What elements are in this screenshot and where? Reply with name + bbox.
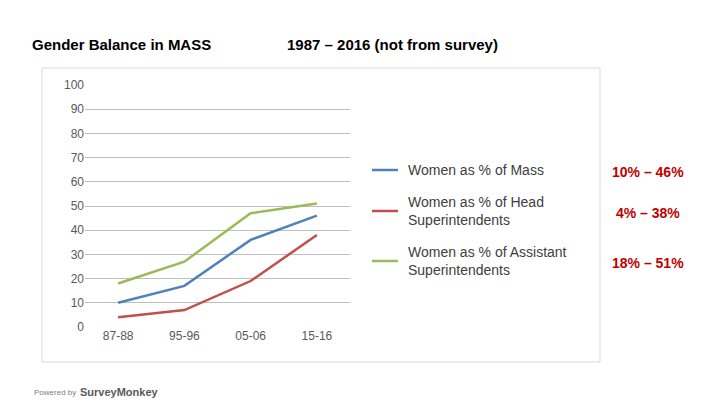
svg-text:95-96: 95-96 — [169, 329, 200, 343]
svg-text:20: 20 — [71, 272, 85, 286]
svg-text:Powered by: Powered by — [34, 388, 76, 397]
svg-text:40: 40 — [71, 223, 85, 237]
svg-text:15-16: 15-16 — [302, 329, 333, 343]
svg-text:18% – 51%: 18% – 51% — [612, 255, 684, 271]
svg-text:Women as % of HeadSuperintende: Women as % of HeadSuperintendents — [408, 194, 544, 228]
svg-text:Gender Balance in MASS: Gender Balance in MASS — [32, 36, 211, 53]
svg-text:80: 80 — [71, 127, 85, 141]
svg-text:50: 50 — [71, 199, 85, 213]
svg-text:70: 70 — [71, 151, 85, 165]
svg-text:Women as % of Mass: Women as % of Mass — [408, 162, 544, 178]
svg-text:10: 10 — [71, 296, 85, 310]
svg-text:30: 30 — [71, 248, 85, 262]
svg-text:90: 90 — [71, 102, 85, 116]
svg-text:4% – 38%: 4% – 38% — [616, 205, 680, 221]
svg-text:10% – 46%: 10% – 46% — [612, 164, 684, 180]
svg-text:100: 100 — [64, 78, 84, 92]
svg-text:0: 0 — [77, 320, 84, 334]
svg-text:SurveyMonkey: SurveyMonkey — [80, 386, 159, 398]
svg-text:60: 60 — [71, 175, 85, 189]
svg-text:1987 – 2016 (not from survey): 1987 – 2016 (not from survey) — [287, 36, 498, 53]
svg-text:Women as % of AssistantSuperin: Women as % of AssistantSuperintendents — [408, 244, 567, 278]
svg-text:87-88: 87-88 — [103, 329, 134, 343]
svg-text:05-06: 05-06 — [235, 329, 266, 343]
